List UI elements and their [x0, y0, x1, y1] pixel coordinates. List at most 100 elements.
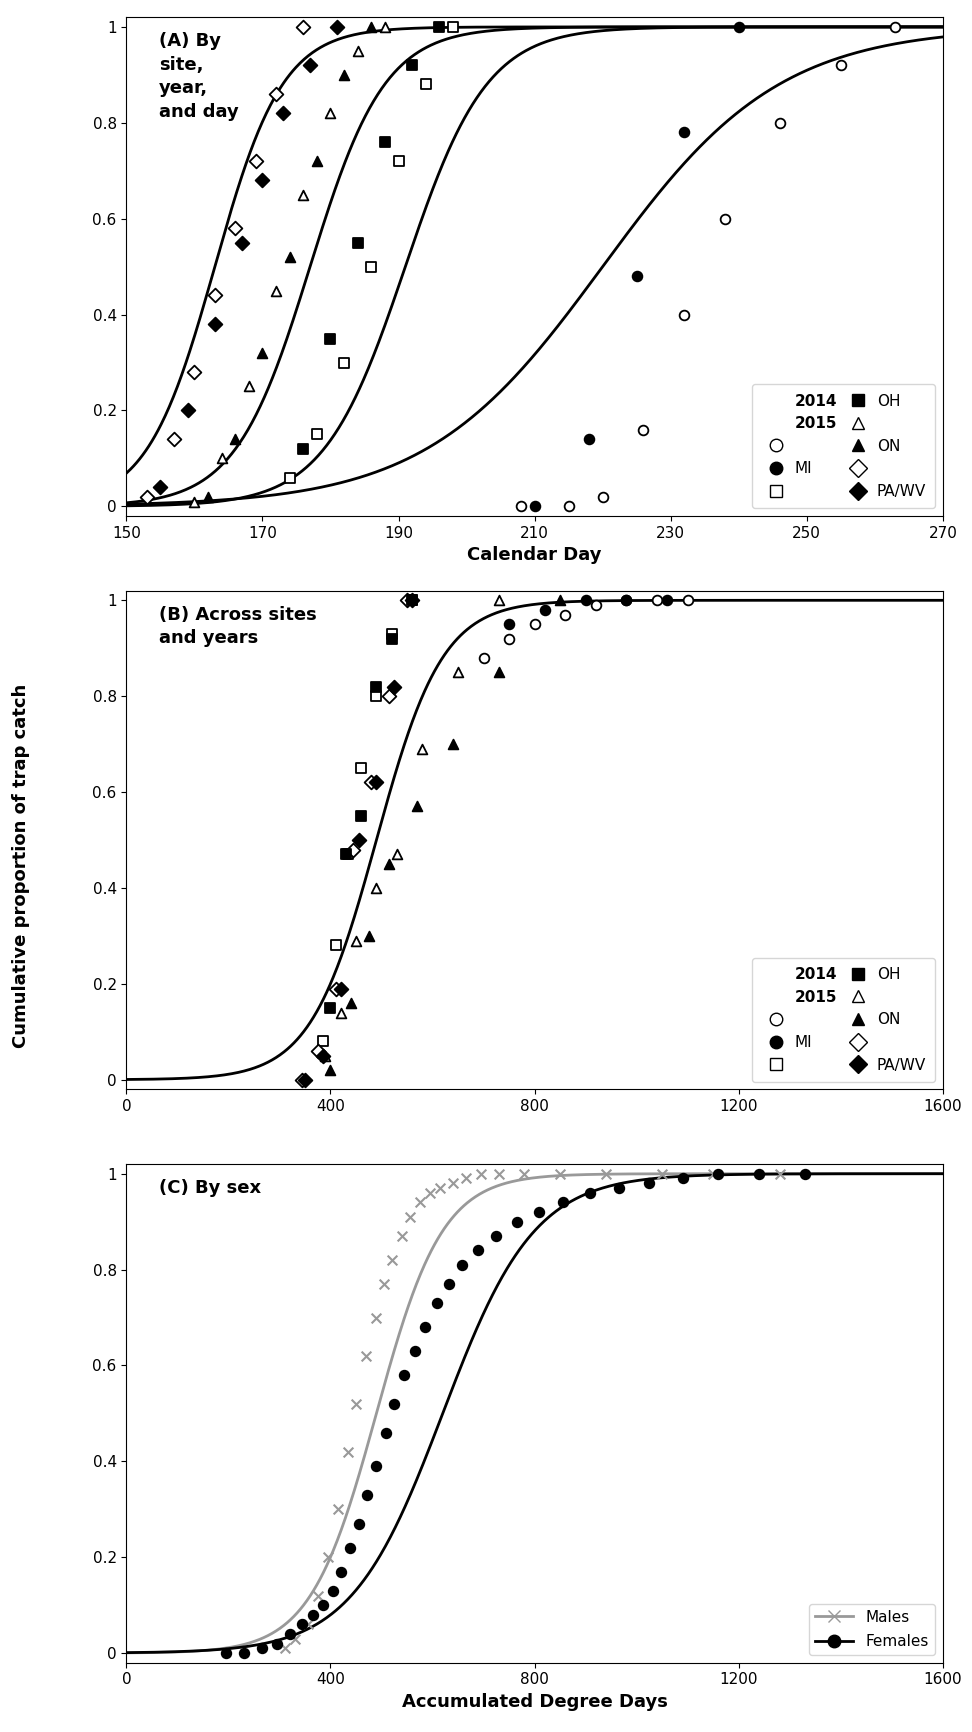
Point [797, 1160, 813, 1188]
Point [445, 14, 461, 42]
Point [153, 473, 168, 501]
Legend: 2014, 2015, , MI, , OH, , ON, , PA/WV: 2014, 2015, , MI, , OH, , ON, , PA/WV [751, 958, 935, 1082]
Text: Cumulative proportion of trap catch: Cumulative proportion of trap catch [13, 684, 30, 1048]
Point [309, 421, 325, 449]
Point [330, 14, 345, 42]
Point [340, 840, 356, 868]
Point [381, 850, 397, 878]
Point [833, 52, 849, 80]
Point [361, 921, 376, 949]
Point [315, 1592, 330, 1619]
Point [368, 769, 384, 797]
Point [236, 1638, 252, 1666]
Point [711, 1160, 726, 1188]
Point [282, 1619, 297, 1647]
Point [537, 596, 552, 624]
Point [418, 71, 434, 99]
Point [368, 682, 384, 710]
Point [364, 769, 379, 797]
Point [332, 999, 348, 1027]
Point [351, 826, 366, 854]
Point [315, 1027, 330, 1055]
Point [404, 587, 420, 615]
Point [200, 483, 216, 511]
Point [475, 644, 491, 672]
Point [404, 587, 420, 615]
Point [326, 1576, 341, 1604]
Point [389, 840, 404, 868]
Point [328, 975, 343, 1003]
Point [299, 1611, 315, 1638]
Point [364, 253, 379, 281]
Point [295, 435, 311, 462]
Point [227, 426, 243, 454]
Point [384, 1245, 399, 1273]
Point [581, 426, 597, 454]
Point [187, 488, 202, 516]
Point [368, 672, 384, 700]
Point [458, 1164, 473, 1192]
Point [598, 1160, 613, 1188]
Point [343, 989, 359, 1017]
Point [315, 1043, 330, 1070]
Point [295, 180, 311, 208]
Point [404, 587, 420, 615]
Point [445, 731, 461, 759]
Point [618, 587, 634, 615]
Point [491, 1160, 506, 1188]
Point [139, 483, 155, 511]
Point [180, 397, 195, 424]
Point [629, 262, 644, 289]
Point [227, 215, 243, 242]
Legend: Males, Females: Males, Females [809, 1604, 935, 1656]
Point [269, 1630, 285, 1658]
Point [412, 1188, 428, 1216]
Point [323, 324, 338, 352]
Point [310, 1037, 326, 1065]
Point [384, 620, 399, 648]
Point [473, 1160, 489, 1188]
Point [489, 1223, 504, 1251]
Point [414, 734, 430, 762]
Point [552, 587, 568, 615]
Point [470, 1237, 486, 1264]
Text: (B) Across sites
and years: (B) Across sites and years [159, 606, 317, 648]
Point [323, 1057, 338, 1084]
Point [348, 1391, 364, 1419]
Point [328, 932, 343, 960]
Point [588, 591, 604, 618]
Point [360, 1481, 375, 1509]
Point [407, 1337, 423, 1365]
Point [309, 147, 325, 175]
Point [491, 587, 506, 615]
Point [353, 802, 368, 830]
Point [555, 1188, 571, 1216]
Point [166, 426, 182, 454]
Point [295, 1611, 310, 1638]
Point [527, 610, 542, 637]
Point [731, 14, 746, 42]
Point [350, 36, 365, 64]
Point [381, 682, 397, 710]
Point [582, 1179, 598, 1207]
Point [376, 1270, 392, 1297]
Point [509, 1207, 525, 1235]
Point [255, 166, 270, 194]
Point [397, 1361, 412, 1389]
Point [679, 587, 695, 615]
Point [404, 52, 420, 80]
Point [636, 416, 651, 443]
Point [517, 1160, 533, 1188]
Point [445, 1169, 461, 1197]
Point [751, 1160, 767, 1188]
Point [234, 229, 250, 256]
Point [318, 1043, 333, 1070]
Point [531, 1199, 546, 1226]
Point [552, 1160, 568, 1188]
Point [618, 587, 634, 615]
Point [706, 1160, 721, 1188]
Point [429, 1289, 444, 1316]
Point [377, 14, 393, 42]
Point [441, 1270, 457, 1297]
Point [342, 1535, 358, 1562]
